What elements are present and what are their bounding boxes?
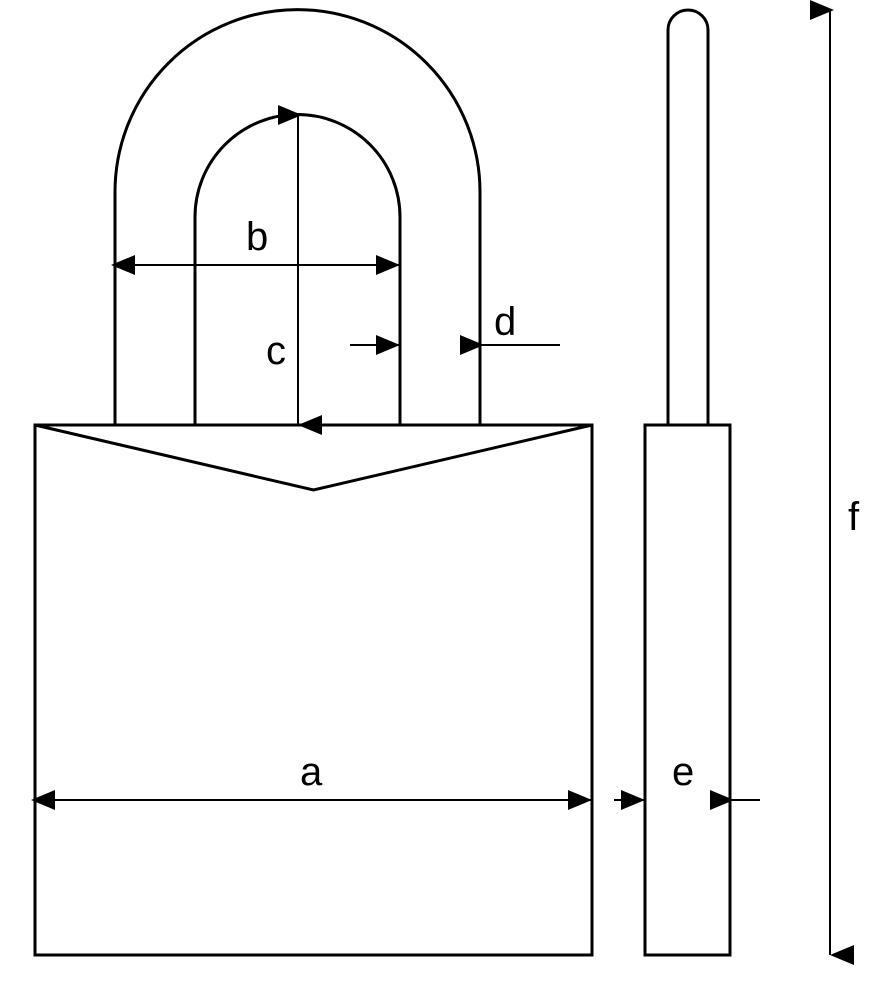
dim-label-d: d <box>494 300 516 345</box>
dim-label-f: f <box>848 495 859 540</box>
dim-label-e: e <box>672 750 694 795</box>
padlock-diagram <box>0 0 889 1000</box>
dim-label-b: b <box>246 215 268 260</box>
dim-label-c: c <box>266 329 286 374</box>
dim-label-a: a <box>300 750 322 795</box>
